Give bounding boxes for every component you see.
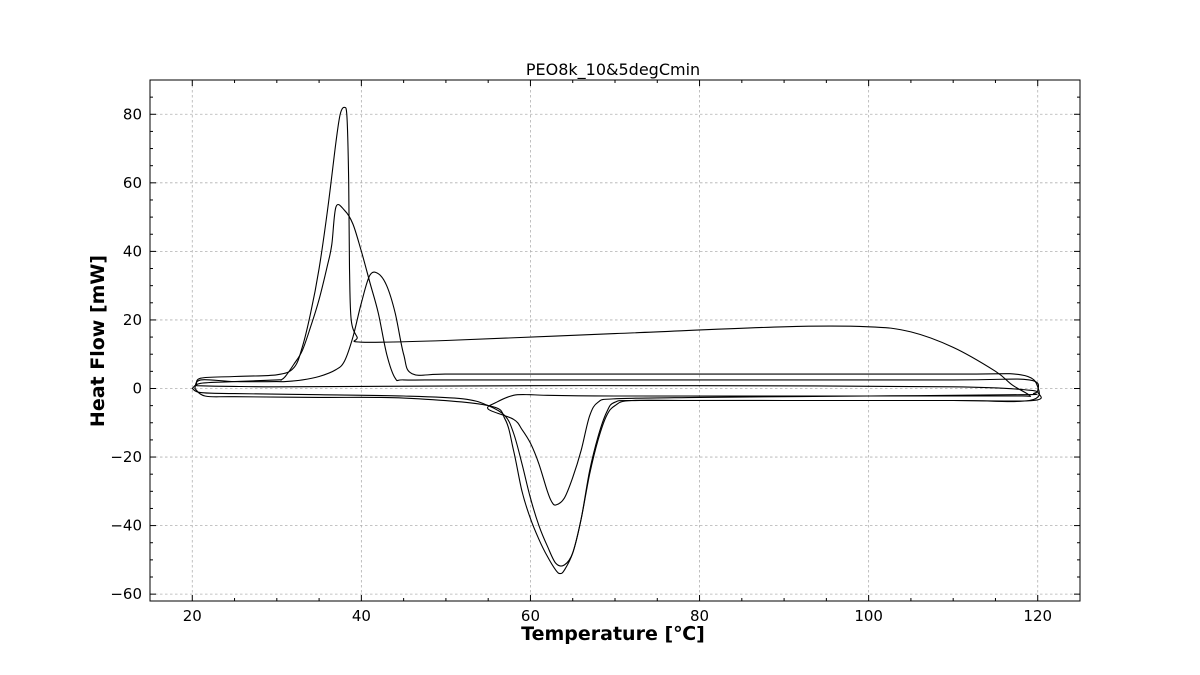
x-tick-label: 20	[183, 607, 202, 625]
y-tick-labels: −60 −40 −20 0 20 40 60 80	[110, 105, 142, 603]
series-line-3	[195, 106, 1038, 506]
grid-lines	[150, 80, 1080, 601]
y-tick-label: −60	[110, 585, 142, 603]
y-tick-label: 0	[132, 379, 142, 397]
x-axis-label: Temperature [℃]	[521, 623, 705, 645]
y-tick-label: 40	[123, 242, 142, 260]
y-tick-label: 20	[123, 311, 142, 329]
y-tick-label: 60	[123, 174, 142, 192]
chart-title: PEO8k_10&5degCmin	[526, 60, 700, 80]
y-tick-label: 80	[123, 105, 142, 123]
x-tick-label: 60	[521, 607, 540, 625]
x-tick-label: 80	[690, 607, 709, 625]
y-tick-label: −40	[110, 517, 142, 535]
series-line-1	[191, 203, 1042, 567]
y-tick-label: −20	[110, 448, 142, 466]
x-tick-label: 100	[854, 607, 883, 625]
axis-ticks	[149, 80, 1081, 601]
x-tick-label: 120	[1023, 607, 1052, 625]
x-tick-labels: 20 40 60 80 100 120	[183, 607, 1052, 625]
x-tick-label: 40	[352, 607, 371, 625]
plot-frame	[149, 79, 1081, 602]
series-line-2	[194, 271, 1040, 575]
y-axis-label: Heat Flow [mW]	[87, 255, 109, 427]
series-layer	[191, 106, 1042, 575]
